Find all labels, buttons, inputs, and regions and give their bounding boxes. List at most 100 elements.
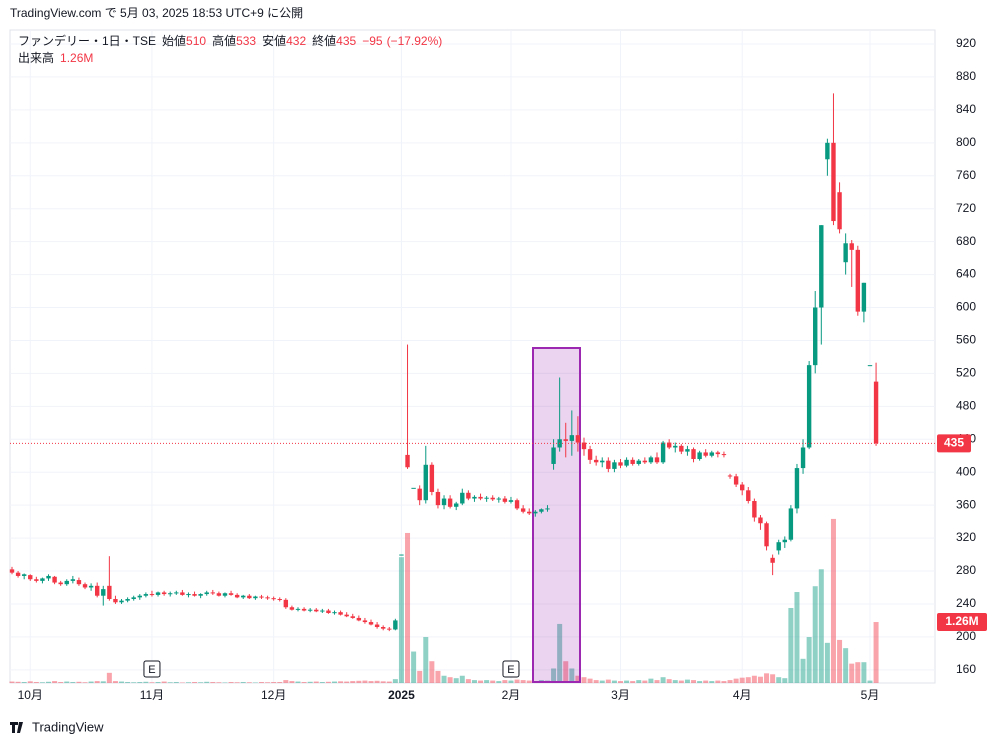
volume-bar xyxy=(411,652,416,683)
candle-body xyxy=(174,592,178,593)
volume-bar xyxy=(734,679,739,683)
volume-bar xyxy=(661,677,666,683)
candle-body xyxy=(65,581,69,584)
volume-bar xyxy=(703,681,708,683)
volume-bar xyxy=(691,680,696,683)
y-tick-label: 320 xyxy=(956,530,976,544)
candle-body xyxy=(673,446,677,448)
volume-bar xyxy=(484,680,489,683)
volume-bar xyxy=(454,678,459,683)
volume-bar xyxy=(721,681,726,683)
candle-body xyxy=(448,499,452,507)
volume-bar xyxy=(874,622,879,683)
candle-body xyxy=(138,596,142,598)
volume-bar xyxy=(478,681,483,683)
volume-bar xyxy=(405,533,410,683)
candle-body xyxy=(716,452,720,454)
volume-bar xyxy=(764,673,769,683)
candle-body xyxy=(34,579,38,581)
volume-bar xyxy=(435,671,440,683)
candle-body xyxy=(223,593,227,595)
volume-bar xyxy=(667,679,672,683)
volume-bar xyxy=(746,677,751,683)
volume-bar xyxy=(344,682,349,683)
volume-bar xyxy=(588,679,593,683)
volume-bar xyxy=(472,680,477,683)
low-label: 安値 xyxy=(262,33,286,48)
volume-bar xyxy=(283,680,288,683)
x-tick-label: 12月 xyxy=(261,688,286,702)
volume-bar xyxy=(131,682,136,683)
y-tick-label: 360 xyxy=(956,497,976,511)
volume-bar xyxy=(843,648,848,683)
volume-bar xyxy=(673,680,678,683)
high-label: 高値 xyxy=(212,33,236,48)
candle-body xyxy=(588,449,592,460)
candle-body xyxy=(801,447,805,468)
volume-bar xyxy=(679,681,684,683)
candle-body xyxy=(527,512,531,514)
volume-bar xyxy=(752,676,757,683)
candle-body xyxy=(442,499,446,506)
high-value: 533 xyxy=(236,34,256,48)
candle-body xyxy=(338,612,342,614)
volume-bar xyxy=(229,682,234,683)
open-label: 始値 xyxy=(162,33,186,48)
candle-body xyxy=(198,594,202,596)
x-tick-label: 2025 xyxy=(388,688,415,702)
volume-bar xyxy=(417,671,422,683)
candle-body xyxy=(156,592,160,594)
volume-bar xyxy=(308,682,313,683)
candle-body xyxy=(162,592,166,594)
volume-bar xyxy=(10,682,15,683)
candle-body xyxy=(460,493,464,504)
candle-body xyxy=(576,435,580,442)
volume-bar xyxy=(381,681,386,683)
volume-bar xyxy=(770,674,775,683)
open-value: 510 xyxy=(186,34,206,48)
y-tick-label: 480 xyxy=(956,398,976,412)
volume-bar xyxy=(302,682,307,683)
volume-bar xyxy=(685,680,690,683)
volume-bar xyxy=(709,681,714,683)
volume-tag-label: 1.26M xyxy=(945,614,978,628)
volume-bar xyxy=(101,681,106,683)
change: −95 xyxy=(362,34,383,48)
volume-bar xyxy=(235,682,240,683)
volume-bar xyxy=(28,681,33,683)
volume-bar xyxy=(794,592,799,683)
volume-bar xyxy=(496,681,501,683)
candle-body xyxy=(253,597,257,599)
volume-bar xyxy=(107,673,112,683)
volume-bar xyxy=(332,682,337,683)
candle-body xyxy=(703,452,707,455)
published-note: TradingView.com で 5月 03, 2025 18:53 UTC+… xyxy=(10,6,303,20)
volume-bar xyxy=(624,681,629,683)
y-tick-label: 640 xyxy=(956,267,976,281)
symbol: ファンデリー・1日・TSE xyxy=(18,33,156,48)
candle-body xyxy=(594,460,598,462)
candle-body xyxy=(46,576,50,578)
candle-body xyxy=(734,476,738,484)
candle-body xyxy=(752,501,756,517)
x-tick-label: 11月 xyxy=(140,688,164,702)
volume-bar xyxy=(192,682,197,683)
event-label: E xyxy=(148,664,155,676)
volume-bar xyxy=(186,682,191,683)
volume-bar xyxy=(728,680,733,683)
event-label: E xyxy=(507,664,514,676)
candle-body xyxy=(637,461,641,464)
volume-bar xyxy=(277,682,282,683)
candle-body xyxy=(843,243,847,262)
volume-bar xyxy=(831,519,836,683)
candle-body xyxy=(150,594,154,595)
y-tick-label: 840 xyxy=(956,102,976,116)
volume-bar xyxy=(715,681,720,683)
candle-body xyxy=(186,594,190,595)
volume-bar xyxy=(156,682,161,683)
candle-body xyxy=(655,457,659,462)
candle-body xyxy=(278,599,282,600)
volume-bar xyxy=(502,680,507,683)
candle-body xyxy=(813,308,817,366)
close-value: 435 xyxy=(336,34,356,48)
